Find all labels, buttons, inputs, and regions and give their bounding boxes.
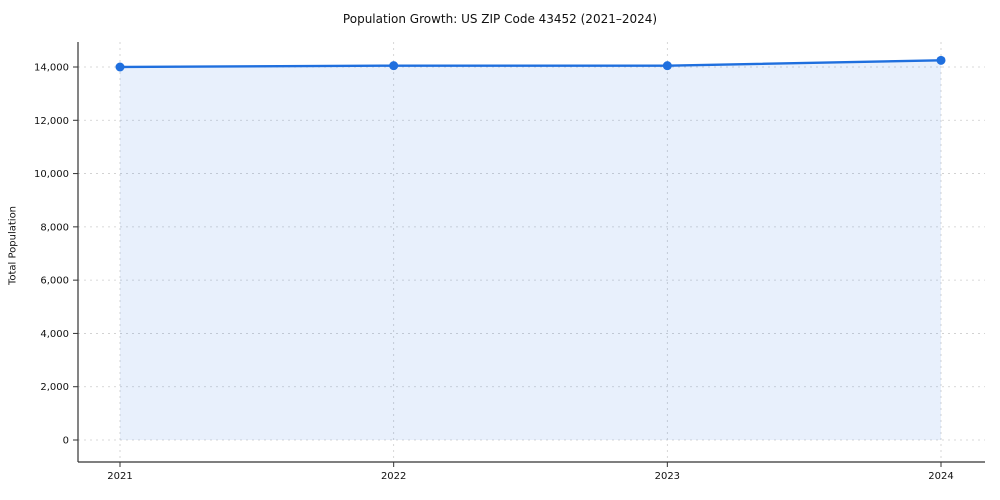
x-tick-label: 2022 xyxy=(381,471,406,482)
y-tick-label: 8,000 xyxy=(40,222,69,233)
data-point xyxy=(115,62,125,72)
x-tick-label: 2023 xyxy=(655,471,680,482)
data-point xyxy=(389,61,399,71)
y-tick-label: 14,000 xyxy=(34,63,69,74)
data-point xyxy=(662,61,672,71)
y-tick-label: 10,000 xyxy=(34,169,69,180)
y-axis-label: Total Population xyxy=(7,205,19,286)
y-tick-label: 0 xyxy=(63,436,69,447)
chart-title: Population Growth: US ZIP Code 43452 (20… xyxy=(342,12,658,26)
data-point xyxy=(936,55,946,65)
y-tick-label: 2,000 xyxy=(40,382,69,393)
x-tick-label: 2021 xyxy=(107,471,132,482)
y-tick-label: 12,000 xyxy=(34,116,69,127)
y-tick-label: 6,000 xyxy=(40,276,69,287)
x-tick-label: 2024 xyxy=(928,471,953,482)
trend-line xyxy=(118,59,943,69)
area-fill xyxy=(120,60,941,440)
y-tick-label: 4,000 xyxy=(40,329,69,340)
